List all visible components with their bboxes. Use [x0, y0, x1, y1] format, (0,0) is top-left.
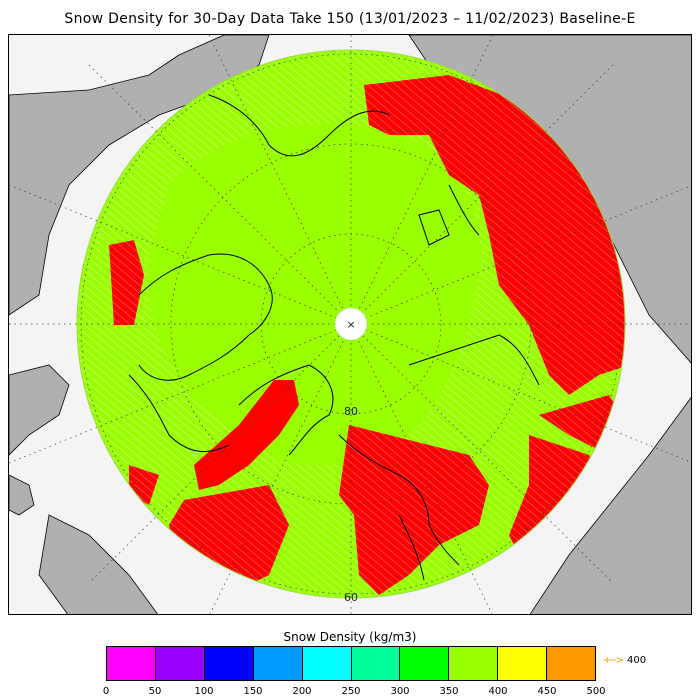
- colorbar-bin: [547, 647, 596, 680]
- colorbar-title: Snow Density (kg/m3): [283, 630, 417, 644]
- colorbar-tick-label: 0: [102, 686, 110, 697]
- colorbar-tick-label: 100: [194, 686, 214, 697]
- colorbar-tick-label: 200: [292, 686, 312, 697]
- colorbar-bin: [302, 647, 352, 680]
- colorbar-overflow-note: +--> 400: [603, 655, 646, 666]
- colorbar-tick-label: 400: [488, 686, 508, 697]
- land-masses: [9, 35, 691, 614]
- colorbar-tick-label: 250: [341, 686, 361, 697]
- colorbar-tick-label: 150: [243, 686, 263, 697]
- colorbar-bin: [253, 647, 303, 680]
- coastlines: [128, 94, 540, 581]
- colorbar-tick-label: 450: [537, 686, 557, 697]
- colorbar-bin: [400, 647, 450, 680]
- colorbar-tick-label: 500: [586, 686, 606, 697]
- latitude-label-80: 80: [344, 405, 358, 418]
- overflow-label: 400: [626, 655, 647, 666]
- colorbar-bin: [498, 647, 548, 680]
- overflow-arrow-icon: +-->: [603, 655, 624, 666]
- polar-map-svg: × 80 60: [9, 35, 691, 614]
- colorbar-tick-label: 50: [148, 686, 162, 697]
- polar-map: × 80 60: [8, 34, 692, 615]
- colorbar: [106, 646, 596, 681]
- latitude-label-60: 60: [344, 591, 358, 604]
- pole-marker: ×: [346, 318, 355, 331]
- colorbar-bin: [351, 647, 401, 680]
- colorbar-bin: [107, 647, 156, 680]
- colorbar-bin: [155, 647, 205, 680]
- colorbar-bin: [449, 647, 499, 680]
- colorbar-bin: [204, 647, 254, 680]
- pole-gap: [334, 307, 368, 341]
- colorbar-tick-label: 300: [390, 686, 410, 697]
- chart-title: Snow Density for 30-Day Data Take 150 (1…: [64, 11, 636, 27]
- colorbar-tick-label: 350: [439, 686, 459, 697]
